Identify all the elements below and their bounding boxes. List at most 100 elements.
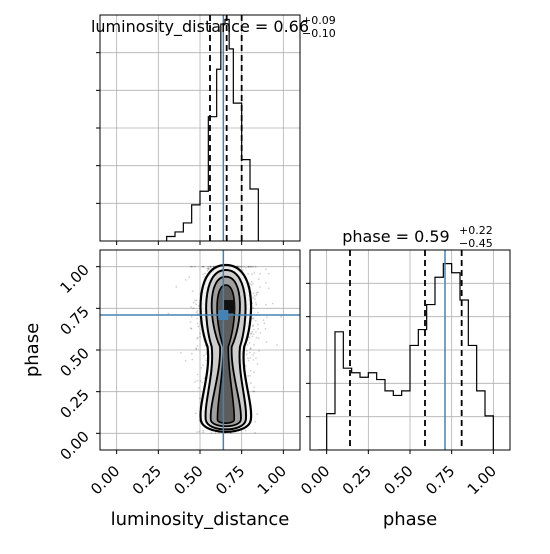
sample-point: [249, 374, 252, 377]
joint-density-xtick-label-4: 1.00: [254, 462, 290, 498]
sample-point: [196, 373, 199, 376]
sample-point: [255, 301, 257, 304]
sample-point: [192, 307, 195, 309]
sample-point: [201, 381, 204, 384]
sample-point: [249, 348, 252, 351]
sample-point: [265, 303, 267, 306]
luminosity-distance-title: luminosity_distance = 0.66: [91, 17, 309, 37]
sample-point: [255, 293, 258, 296]
sample-point: [251, 335, 254, 338]
joint-density-ytick-label-0: 0.00: [56, 427, 92, 463]
phase-xtick-label-1: 0.25: [339, 462, 375, 498]
sample-point: [197, 387, 200, 389]
sample-point: [188, 276, 191, 279]
sample-point: [210, 432, 213, 435]
sample-point: [249, 347, 252, 350]
luminosity-distance-ticks: [96, 52, 284, 245]
sample-point: [209, 265, 212, 268]
sample-point: [209, 265, 212, 268]
sample-point: [253, 328, 255, 331]
sample-point: [255, 357, 257, 360]
phase-title: phase = 0.59: [342, 227, 449, 246]
sample-point: [192, 301, 195, 304]
sample-point: [254, 265, 257, 268]
sample-point: [189, 265, 192, 268]
sample-point: [175, 285, 178, 288]
sample-point: [251, 317, 254, 320]
sample-point: [247, 357, 249, 360]
sample-point: [203, 276, 206, 278]
phase-xtick-label-4: 1.00: [464, 462, 500, 498]
sample-point: [280, 315, 282, 318]
sample-point: [264, 268, 267, 271]
sample-point: [259, 332, 262, 334]
sample-point: [262, 319, 265, 321]
sample-point: [252, 296, 255, 299]
sample-point: [251, 330, 254, 333]
sample-point: [196, 317, 198, 320]
sample-point: [241, 269, 244, 271]
joint-density-xtick-label-1: 0.25: [129, 462, 165, 498]
sample-point: [199, 379, 202, 382]
sample-point: [207, 265, 210, 268]
sample-point: [251, 273, 253, 276]
sample-point: [257, 278, 260, 281]
sample-point: [237, 265, 240, 268]
joint-density-panel: 0.00 0.25 0.50 0.75 1.000.000.250.500.751.00…: [22, 249, 301, 530]
sample-point: [243, 265, 246, 268]
luminosity-distance-title-minus: −0.10: [302, 27, 336, 40]
joint-density-xtick-label-0: 0.00: [87, 462, 123, 498]
sample-point: [254, 420, 257, 423]
phase-grid: [310, 250, 510, 450]
sample-point: [247, 265, 250, 268]
sample-point: [249, 333, 252, 335]
sample-point: [256, 413, 259, 415]
phase-xtick-label-2: 0.50: [380, 462, 416, 498]
sample-point: [241, 265, 244, 268]
sample-point: [195, 347, 198, 350]
sample-point: [252, 325, 254, 328]
sample-point: [252, 333, 255, 336]
sample-point: [253, 386, 256, 389]
sample-point: [240, 265, 243, 268]
phase-xlabel: phase: [383, 509, 437, 530]
sample-point: [184, 360, 187, 362]
sample-point: [259, 286, 261, 288]
sample-point: [250, 332, 253, 335]
luminosity-distance-histogram: [166, 18, 259, 241]
sample-point: [237, 265, 240, 268]
sample-point: [249, 357, 252, 359]
sample-point: [253, 343, 255, 346]
sample-point: [191, 358, 194, 361]
sample-point: [197, 305, 200, 307]
sample-point: [202, 431, 205, 434]
sample-point: [249, 369, 252, 372]
sample-point: [201, 265, 204, 268]
sample-point: [252, 265, 255, 268]
sample-point: [247, 265, 250, 268]
joint-density-contours: [199, 263, 253, 433]
phase-histogram: [318, 263, 494, 450]
sample-point: [265, 341, 268, 343]
phase-ticks: 0.00 0.25 0.50 0.75 1.00: [297, 282, 500, 498]
sample-point: [256, 291, 259, 294]
sample-point: [204, 344, 207, 347]
luminosity-distance-title-plus: +0.09: [302, 14, 336, 27]
sample-point: [252, 359, 255, 361]
sample-point: [196, 337, 199, 339]
sample-point: [214, 432, 217, 434]
sample-point: [199, 332, 201, 335]
sample-point: [202, 429, 205, 432]
sample-point: [248, 336, 251, 339]
sample-point: [257, 328, 259, 330]
sample-point: [249, 265, 252, 268]
sample-point: [250, 280, 253, 283]
sample-point: [239, 265, 241, 268]
joint-density-ytick-label-3: 0.75: [56, 302, 92, 338]
sample-point: [194, 299, 196, 302]
sample-point: [254, 319, 257, 322]
sample-point: [207, 268, 210, 270]
sample-point: [244, 429, 247, 432]
sample-point: [253, 272, 256, 274]
